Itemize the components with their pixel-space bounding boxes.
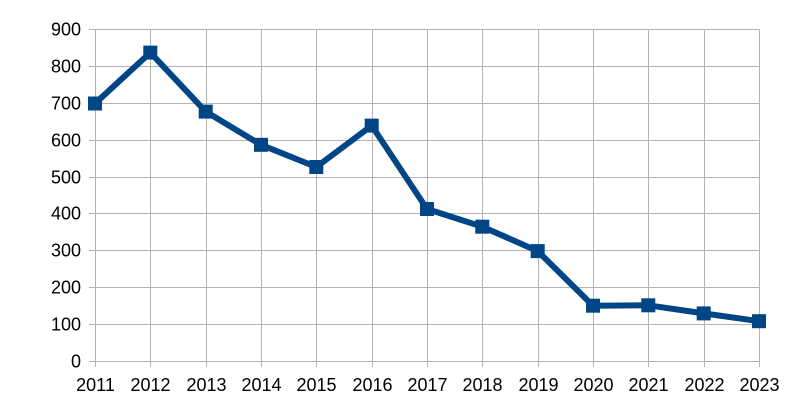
y-tick-labels: 0 100 200 300 400 500 600 700 800 900 [51, 20, 81, 372]
x-tick-label: 2019 [518, 375, 558, 395]
axes [95, 29, 759, 362]
x-tick-label: 2014 [241, 375, 281, 395]
x-tick-label: 2015 [296, 375, 336, 395]
y-tick-label: 800 [51, 57, 81, 77]
x-tick-label: 2023 [739, 375, 779, 395]
y-tick-label: 700 [51, 94, 81, 114]
data-point-marker [88, 96, 102, 111]
data-point-marker [530, 244, 545, 259]
data-point-marker [641, 298, 656, 313]
y-tick-label: 600 [51, 131, 81, 151]
grid-lines [89, 29, 760, 367]
x-tick-label: 2012 [130, 375, 170, 395]
y-tick-label: 0 [71, 352, 81, 372]
data-point-marker [309, 160, 324, 174]
data-point-marker [198, 104, 213, 119]
data-point-marker [586, 298, 600, 313]
y-tick-label: 300 [51, 241, 81, 261]
data-point-marker [364, 118, 379, 133]
x-tick-label: 2020 [573, 375, 613, 395]
x-tick-label: 2013 [186, 375, 226, 395]
y-tick-label: 100 [51, 315, 81, 335]
data-point-marker [420, 202, 434, 216]
x-tick-label: 2018 [462, 375, 502, 395]
data-point-marker [752, 314, 766, 329]
data-point-marker [696, 306, 711, 321]
x-tick-label: 2017 [407, 375, 447, 395]
x-tick-labels: 2011 2012 2013 2014 2015 2016 2017 2018 2019 2020… [76, 375, 779, 395]
y-tick-label: 500 [51, 168, 81, 188]
x-tick-label: 2022 [684, 375, 724, 395]
x-tick-label: 2021 [628, 375, 668, 395]
x-tick-label: 2011 [76, 375, 115, 395]
y-tick-label: 900 [51, 20, 81, 40]
data-point-marker [475, 219, 490, 234]
x-tick-label: 2016 [352, 375, 392, 395]
data-point-marker [143, 45, 158, 60]
data-point-marker [254, 137, 268, 152]
y-tick-label: 400 [51, 204, 81, 224]
y-tick-label: 200 [51, 278, 81, 298]
data-series [88, 45, 766, 329]
